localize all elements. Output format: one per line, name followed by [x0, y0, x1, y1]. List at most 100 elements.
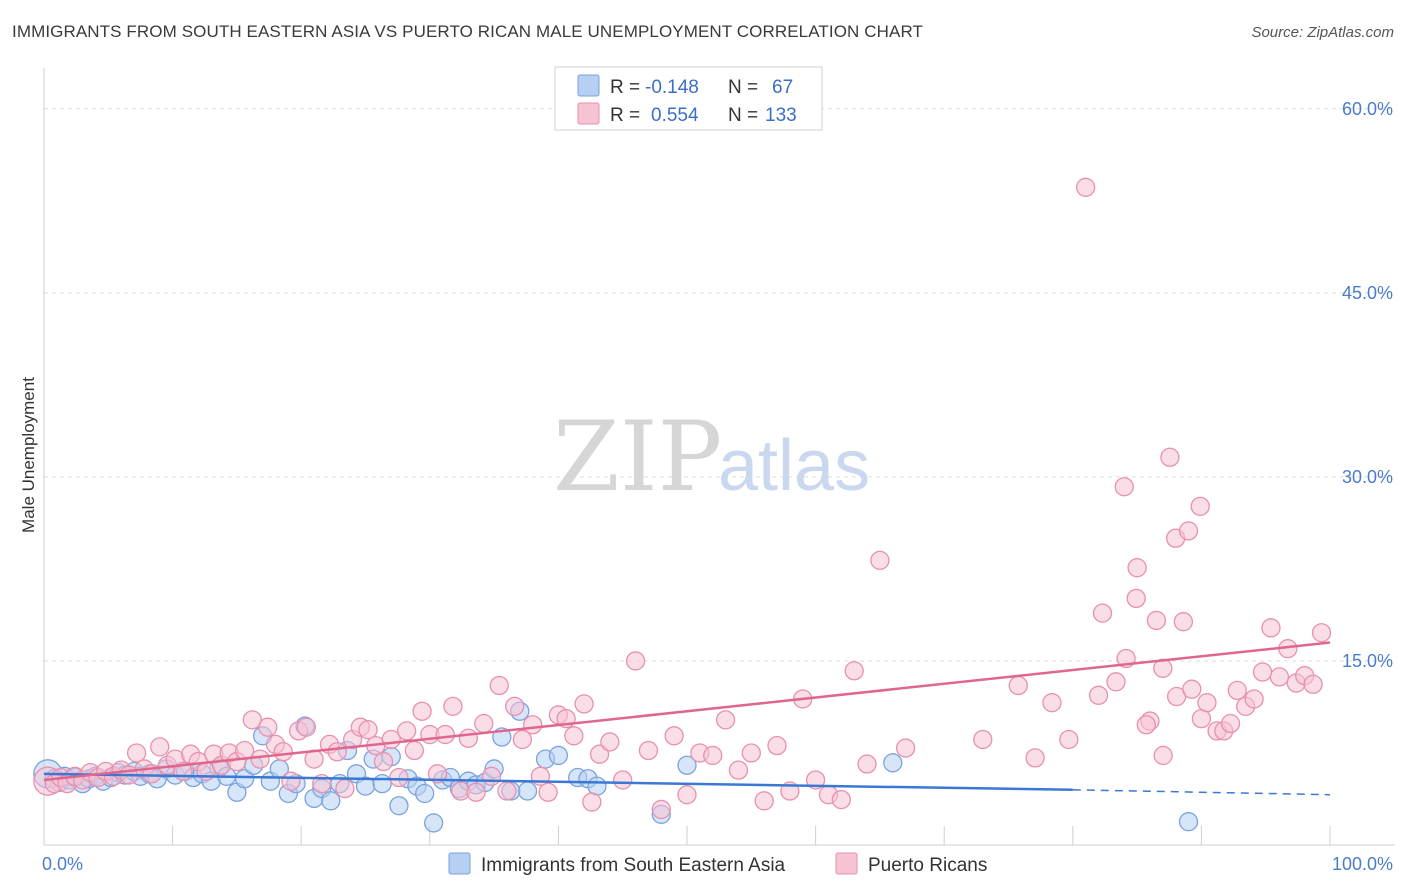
pink-point: [1173, 612, 1194, 632]
pink-point: [1088, 685, 1109, 705]
pink-point: [741, 743, 761, 763]
pink-point: [651, 799, 671, 820]
x-tick-labels: 0.0% 100.0%: [42, 854, 1393, 874]
pink-point: [1244, 689, 1264, 709]
pink-point: [805, 770, 826, 790]
pink-point: [1252, 662, 1273, 682]
pink-point: [358, 720, 378, 740]
pink-point: [638, 740, 659, 761]
pink-point: [296, 717, 316, 737]
pink-point: [625, 651, 646, 671]
blue-point: [389, 796, 409, 816]
x-tick-label: 0.0%: [42, 854, 83, 874]
pink-point: [481, 766, 502, 786]
chart-title: IMMIGRANTS FROM SOUTH EASTERN ASIA VS PU…: [12, 22, 923, 41]
blue-point: [321, 791, 341, 811]
pink-point: [870, 550, 890, 570]
bottom-legend-swatch-pink: [835, 852, 858, 875]
pink-point: [1146, 610, 1167, 631]
bottom-legend-label-blue: Immigrants from South Eastern Asia: [481, 855, 786, 876]
legend-r-value-blue: -0.148: [645, 77, 699, 98]
legend-r-value-pink: 0.554: [651, 105, 699, 126]
pink-point: [242, 710, 262, 730]
pink-point: [582, 792, 602, 812]
legend-n-label-blue: N =: [728, 77, 758, 98]
pink-point: [1106, 672, 1126, 692]
blue-point: [372, 774, 392, 794]
y-tick-labels: 15.0% 30.0% 45.0% 60.0%: [1342, 99, 1393, 671]
pink-point: [973, 729, 993, 750]
grid-lines: [44, 108, 1395, 662]
watermark-atlas: atlas: [718, 426, 870, 506]
blue-point: [883, 753, 903, 773]
y-tick-label: 15.0%: [1342, 651, 1393, 671]
blue-point: [517, 781, 538, 801]
pink-point: [831, 789, 851, 810]
pink-point: [126, 743, 147, 763]
pink-point: [589, 744, 610, 764]
pink-point: [335, 778, 355, 799]
pink-point: [600, 732, 620, 752]
pink-point: [1269, 667, 1290, 687]
series-legend: Immigrants from South Eastern Asia Puert…: [448, 852, 987, 876]
blue-point: [234, 769, 255, 789]
pink-point: [150, 737, 170, 757]
pink-point: [1178, 521, 1199, 541]
pink-point: [404, 740, 425, 761]
pink-point: [1261, 618, 1281, 638]
blue-point: [1178, 812, 1199, 832]
pink-point: [1160, 447, 1180, 467]
pink-point: [677, 785, 697, 805]
pink-point: [767, 735, 787, 756]
pink-point: [613, 770, 633, 790]
blue-point: [677, 755, 697, 775]
legend-swatch-blue: [577, 74, 600, 97]
pink-point: [1153, 745, 1173, 766]
axes: [43, 68, 1395, 846]
watermark: ZIP atlas: [553, 401, 870, 513]
pink-point: [512, 729, 533, 750]
pink-point: [258, 717, 278, 737]
pink-point: [1182, 679, 1202, 699]
pink-point: [564, 726, 584, 746]
source-credit: Source: ZipAtlas.com: [1251, 24, 1394, 41]
pink-point: [273, 742, 293, 762]
pink-point: [489, 675, 509, 696]
bottom-legend-swatch-blue: [448, 852, 471, 875]
legend-r-label-blue: R =: [610, 77, 640, 98]
pink-point: [664, 726, 684, 746]
pink-point: [497, 781, 517, 801]
blue-trend-line: [43, 772, 1073, 792]
pink-point: [728, 760, 749, 780]
pink-point: [1059, 729, 1079, 750]
pink-point: [1311, 623, 1332, 643]
y-tick-label: 30.0%: [1342, 467, 1393, 487]
pink-point: [458, 728, 479, 748]
pink-point: [466, 782, 486, 802]
legend-r-label-pink: R =: [610, 105, 640, 126]
blue-trend-extension: [1072, 789, 1331, 796]
pink-point: [435, 724, 455, 745]
pink-point: [250, 749, 270, 769]
y-tick-label: 60.0%: [1342, 99, 1393, 119]
legend-n-label-pink: N =: [728, 105, 758, 126]
legend-n-value-pink: 133: [765, 105, 797, 126]
pink-point: [1220, 713, 1241, 734]
pink-point: [1114, 477, 1134, 497]
pink-point: [1042, 693, 1062, 713]
y-tick-label: 45.0%: [1342, 283, 1393, 303]
pink-point: [1191, 708, 1212, 729]
pink-point: [1076, 177, 1096, 197]
pink-point: [505, 696, 525, 717]
pink-point: [1136, 715, 1156, 735]
blue-point: [548, 745, 569, 766]
y-axis-label: Male Unemployment: [19, 377, 38, 533]
trend-lines: [43, 641, 1331, 796]
pink-point: [1190, 496, 1210, 517]
pink-point: [1126, 588, 1146, 609]
pink-point: [397, 721, 417, 741]
pink-point: [373, 751, 394, 772]
pink-point: [1227, 680, 1247, 701]
bottom-legend-label-pink: Puerto Ricans: [868, 855, 987, 876]
